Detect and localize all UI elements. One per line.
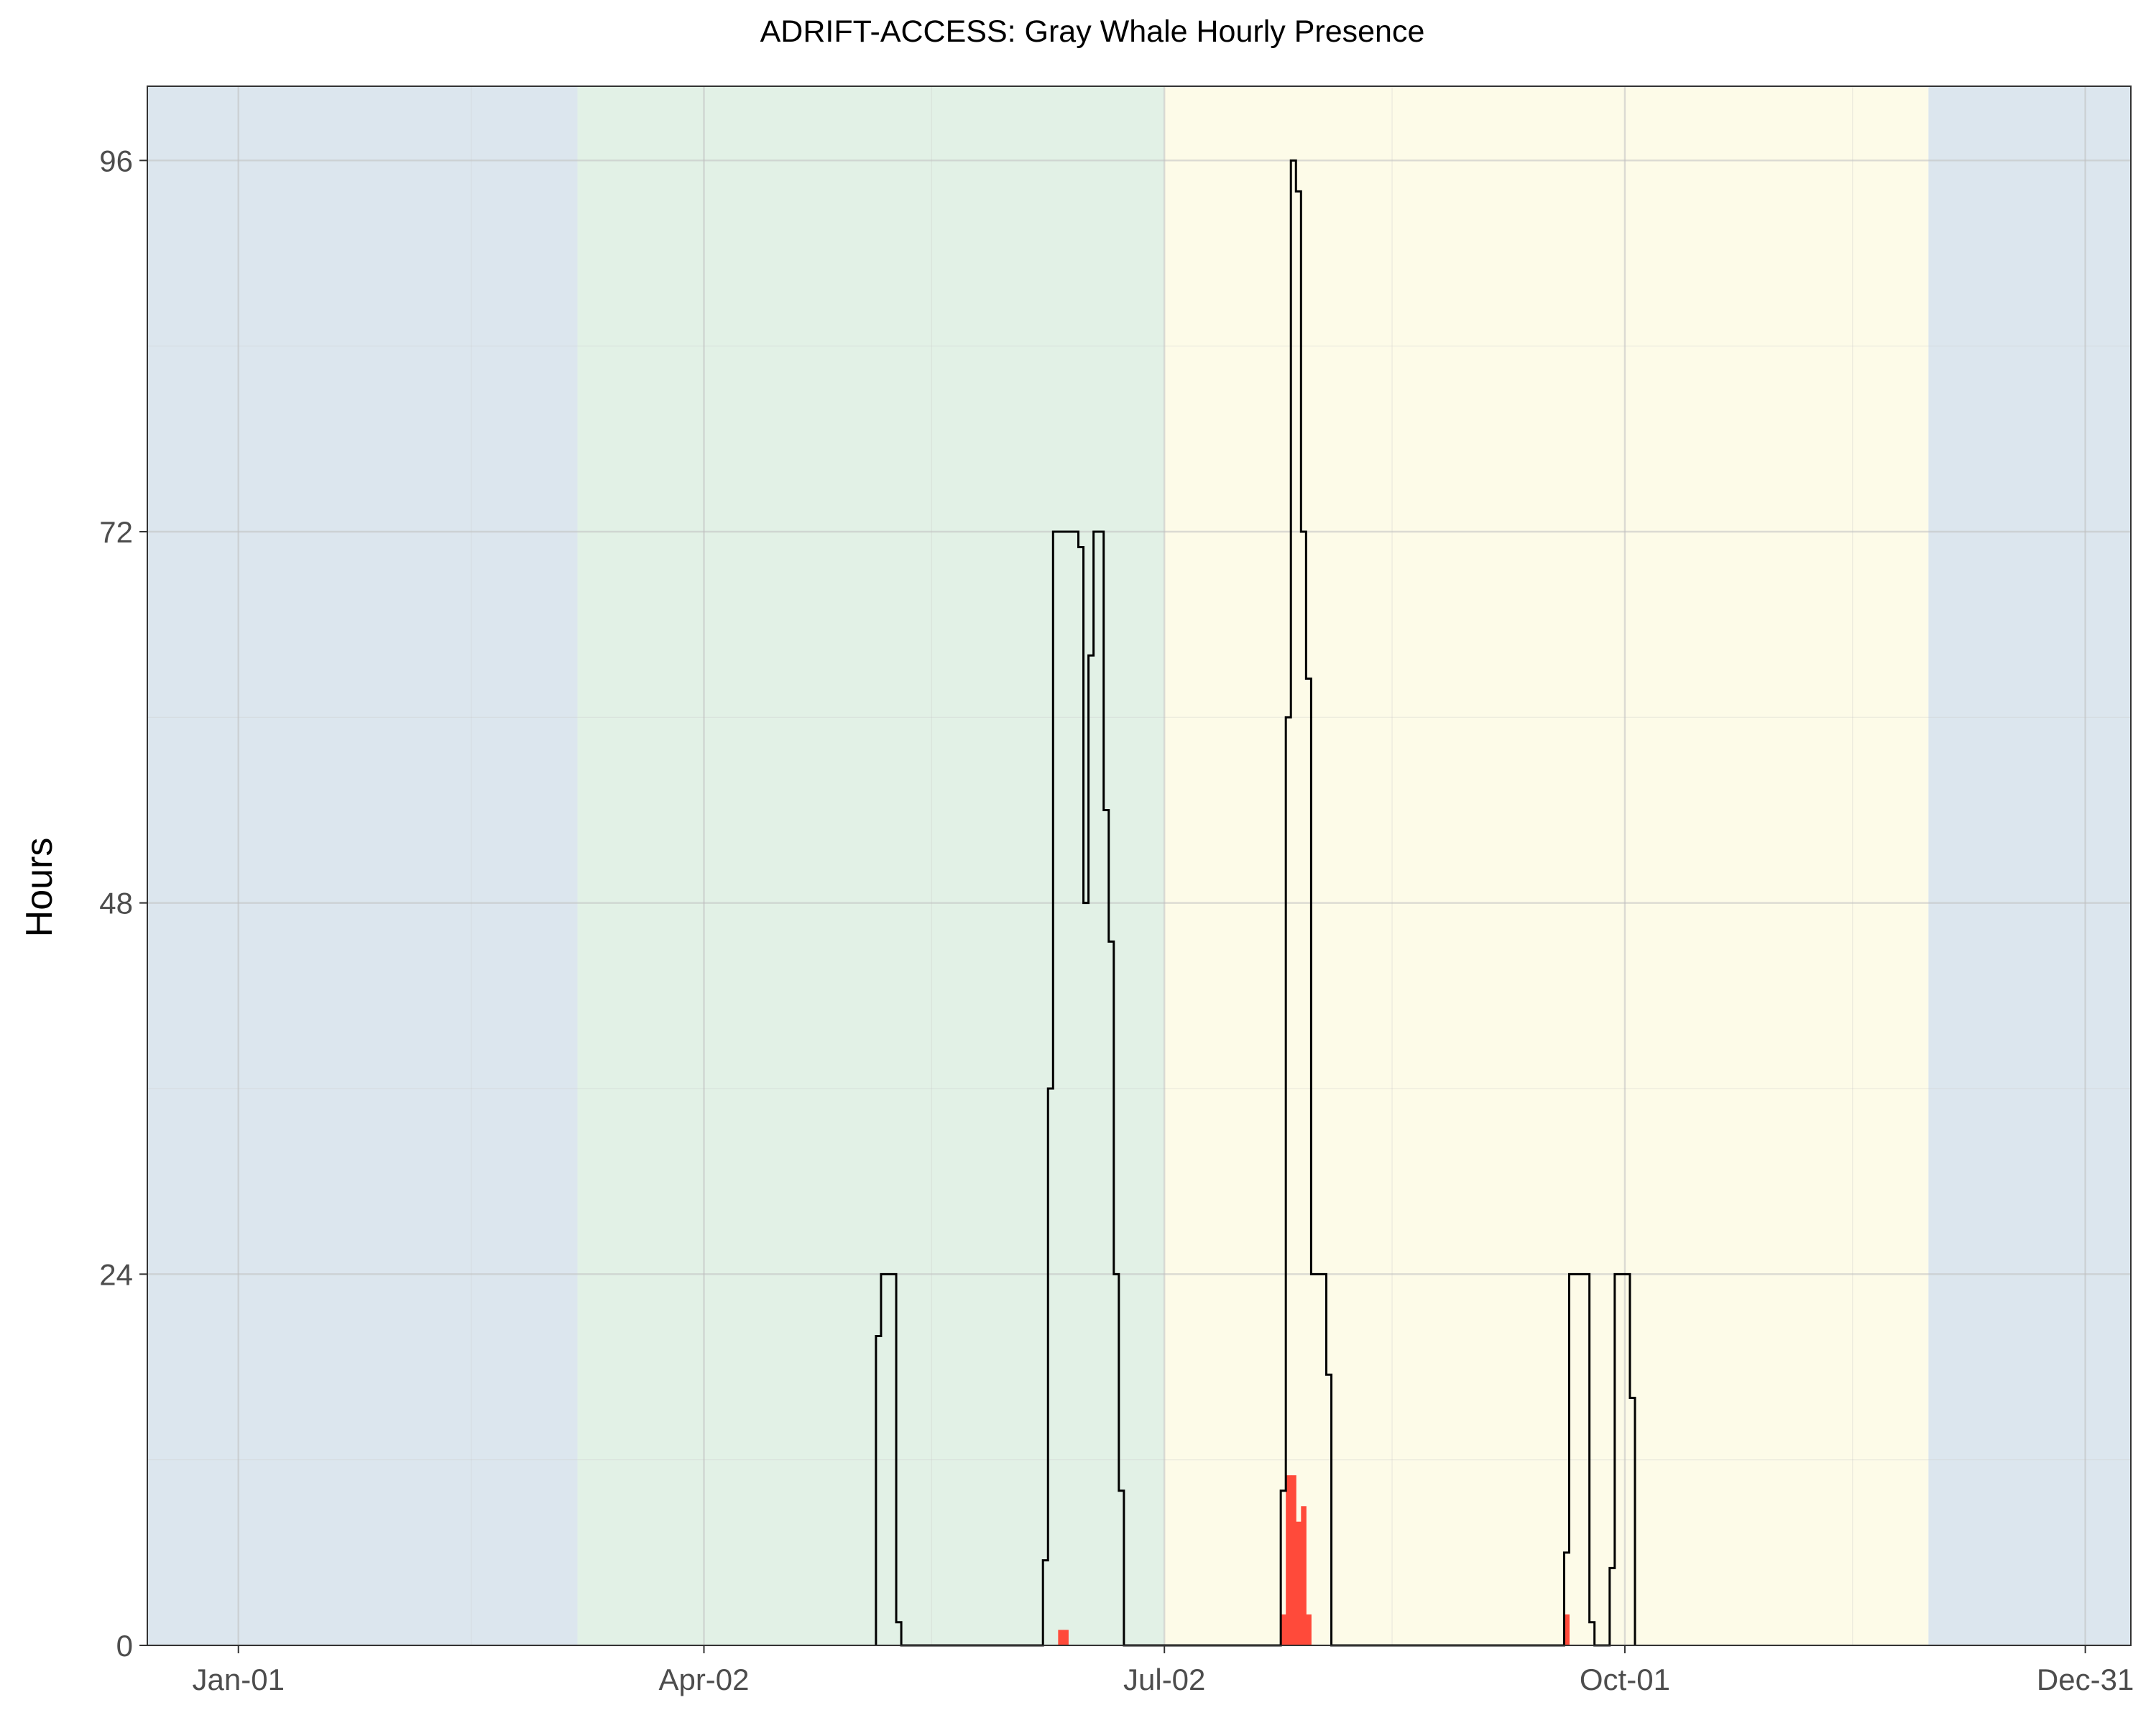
step-line-series-1 xyxy=(875,159,1636,1647)
background-periods xyxy=(147,86,2131,1645)
x-tick-label-1: Jan-01 xyxy=(193,1663,285,1696)
y-tick-label-5: 96 xyxy=(99,144,133,177)
y-tick-label-4: 72 xyxy=(99,515,133,549)
background-period-2 xyxy=(577,86,1165,1645)
axes: Jan-01 Apr-02 Jul-02 Oct-01 Dec-31 0 24 48 72 96 xyxy=(99,144,2134,1696)
red-bar-1 xyxy=(1058,1630,1064,1645)
step-line-layer xyxy=(875,159,1636,1647)
red-bar-8 xyxy=(1306,1614,1312,1645)
red-bar-4 xyxy=(1286,1475,1291,1645)
red-bar-9 xyxy=(1564,1614,1570,1645)
red-bar-6 xyxy=(1296,1521,1302,1645)
x-tick-label-3: Jul-02 xyxy=(1123,1663,1205,1696)
y-axis-label: Hours xyxy=(19,838,60,938)
x-tick-label-2: Apr-02 xyxy=(658,1663,749,1696)
background-period-1 xyxy=(147,86,578,1645)
background-period-4 xyxy=(1928,86,2131,1645)
background-period-3 xyxy=(1164,86,1929,1645)
red-bar-5 xyxy=(1291,1475,1296,1645)
red-bar-3 xyxy=(1281,1614,1286,1645)
y-tick-label-3: 48 xyxy=(99,887,133,920)
panel-border xyxy=(147,86,2132,1646)
red-bar-2 xyxy=(1063,1630,1069,1645)
y-tick-label-2: 24 xyxy=(99,1257,133,1291)
red-bar-7 xyxy=(1301,1506,1307,1645)
red-bars xyxy=(1058,1475,1570,1645)
x-tick-label-5: Dec-31 xyxy=(2037,1663,2134,1696)
chart-title: ADRIFT-ACCESS: Gray Whale Hourly Presenc… xyxy=(760,14,1425,49)
y-tick-label-1: 0 xyxy=(116,1629,133,1663)
x-tick-label-4: Oct-01 xyxy=(1580,1663,1670,1696)
